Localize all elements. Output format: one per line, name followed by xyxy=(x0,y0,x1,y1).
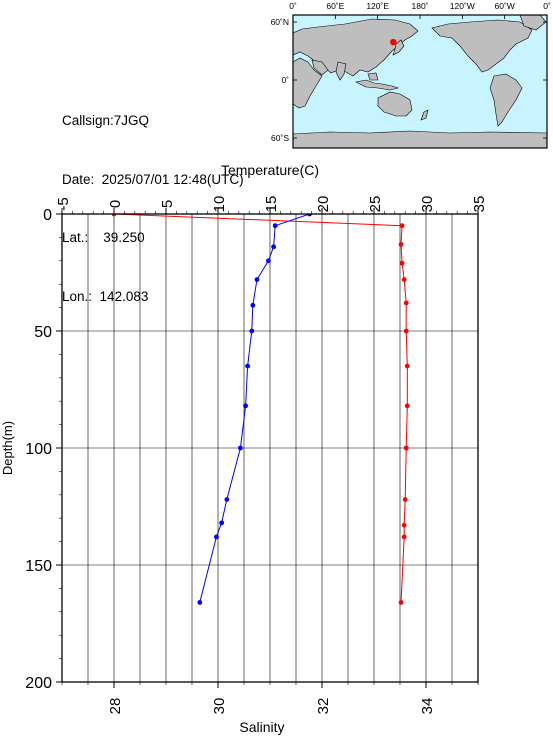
lat-line: Lat.: 39.250 xyxy=(62,228,244,248)
map-top-tick-label: 0˚ xyxy=(543,1,551,11)
depth-tick-label: 100 xyxy=(25,441,52,458)
map-frame xyxy=(292,14,548,149)
salinity-data-point xyxy=(271,244,277,250)
station-info: Callsign:7JGQ Date: 2025/07/01 12:48(UTC… xyxy=(62,72,244,326)
temperature-data-point xyxy=(401,522,407,528)
depth-tick-label: 0 xyxy=(43,207,52,224)
temperature-data-point xyxy=(399,260,405,266)
map-top-tick-label: 60˚W xyxy=(495,1,515,11)
salinity-tick-label: 30 xyxy=(211,698,228,715)
africa-land xyxy=(293,57,323,109)
temperature-data-point xyxy=(404,403,410,409)
temperature-tick-label: 10 xyxy=(211,196,228,213)
map-top-tick-label: 180˚ xyxy=(411,1,428,11)
temperature-data-point xyxy=(403,328,409,334)
date-line: Date: 2025/07/01 12:48(UTC) xyxy=(62,170,244,190)
salinity-data-point xyxy=(224,497,230,502)
temperature-tick-label: 20 xyxy=(315,196,332,213)
borneo-land xyxy=(367,72,379,81)
temperature-data-point xyxy=(403,445,409,451)
temperature-tick-label: -5 xyxy=(55,197,72,210)
temperature-data-point xyxy=(401,277,407,282)
temperature-data-point xyxy=(404,363,410,369)
salinity-data-point xyxy=(266,258,271,264)
temperature-tick-label: 5 xyxy=(159,200,176,208)
temperature-tick-label: 25 xyxy=(367,196,384,213)
salinity-tick-label: 28 xyxy=(107,698,124,715)
australia-land xyxy=(377,91,413,117)
greenland-land xyxy=(519,15,547,31)
map-top-tick-label: 60˚E xyxy=(326,1,344,11)
date-value: 2025/07/01 12:48(UTC) xyxy=(101,171,244,187)
arabia-land xyxy=(311,59,329,76)
depth-tick-label: 200 xyxy=(25,675,52,692)
map-tick-lines xyxy=(293,15,547,139)
callsign-label: Callsign: xyxy=(62,113,114,128)
temperature-data-point xyxy=(403,300,409,306)
map-left-tick-label: 60˚N xyxy=(271,17,289,27)
salinity-data-point xyxy=(214,534,219,540)
salinity-tick-label: 32 xyxy=(315,698,332,715)
temperature-tick-label: 0 xyxy=(107,200,124,208)
salinity-profile-line xyxy=(199,214,310,603)
station-marker xyxy=(390,38,397,46)
lon-label: Lon.: xyxy=(62,288,93,304)
salinity-data-point xyxy=(272,223,278,229)
japan-land xyxy=(392,39,405,56)
salinity-data-point xyxy=(249,328,255,334)
temperature-data-point xyxy=(399,223,405,229)
callsign-value: 7JGQ xyxy=(113,113,150,128)
lon-value: 142.083 xyxy=(99,288,149,304)
salinity-axis-title: Salinity xyxy=(239,719,284,735)
salinity-data-point xyxy=(197,600,203,605)
map-top-tick-label: 120˚W xyxy=(450,1,475,11)
temperature-tick-label: 35 xyxy=(471,196,488,213)
temperature-profile-line xyxy=(113,214,408,603)
salinity-data-point xyxy=(254,277,260,282)
temperature-data-point xyxy=(401,534,407,540)
indonesia-land xyxy=(355,79,400,91)
north-america-land xyxy=(431,19,533,73)
salinity-data-point xyxy=(243,403,248,409)
south-america-land xyxy=(489,73,523,127)
depth-tick-label: 150 xyxy=(25,558,52,575)
depth-tick-label: 50 xyxy=(34,324,52,341)
map-left-tick-label: 0˚ xyxy=(281,75,289,85)
temperature-axis-title: Temperature(C) xyxy=(221,162,319,178)
map-top-tick-label: 120˚E xyxy=(366,1,389,11)
lon-line: Lon.: 142.083 xyxy=(62,287,244,307)
callsign-line: Callsign:7JGQ xyxy=(62,111,244,131)
temperature-data-point xyxy=(402,497,408,502)
date-label: Date: xyxy=(62,171,95,187)
map-left-tick-label: 60˚S xyxy=(271,133,289,143)
salinity-data-point xyxy=(250,302,256,308)
salinity-tick-label: 34 xyxy=(419,698,436,715)
india-land xyxy=(335,61,347,81)
antarctica-land xyxy=(293,130,547,148)
salinity-data-point xyxy=(245,363,251,369)
salinity-data-point xyxy=(237,445,243,451)
salinity-data-point xyxy=(219,520,225,526)
world-map: 0˚ 60˚E 120˚E 180˚ 120˚W 60˚W 0˚60˚N0˚60˚S xyxy=(271,1,551,149)
map-land xyxy=(293,15,547,148)
map-top-tick-label: 0˚ xyxy=(289,1,297,11)
temperature-data-point xyxy=(398,242,404,247)
series-layer xyxy=(111,214,410,605)
temperature-tick-label: 15 xyxy=(263,196,280,213)
temperature-tick-label: 30 xyxy=(419,196,436,213)
temperature-data-point xyxy=(398,600,404,605)
depth-axis-title: Depth(m) xyxy=(0,421,15,475)
lat-label: Lat.: xyxy=(62,230,89,245)
map-tick-labels: 0˚ 60˚E 120˚E 180˚ 120˚W 60˚W 0˚60˚N0˚60˚S xyxy=(271,1,551,143)
newzealand-land xyxy=(420,109,429,121)
lat-value: 39.250 xyxy=(103,230,145,245)
